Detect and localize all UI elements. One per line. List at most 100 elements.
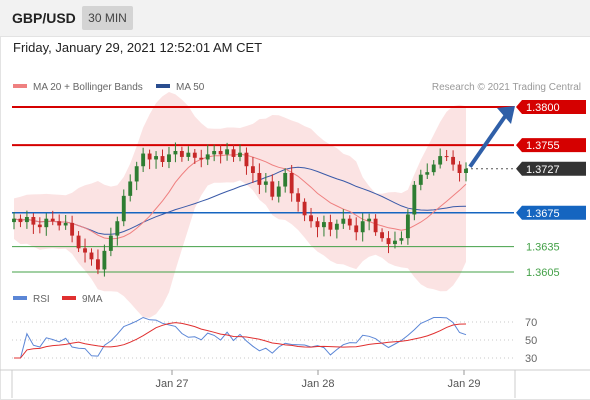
candle-body bbox=[328, 222, 333, 230]
candle-body bbox=[50, 218, 55, 222]
candle-body bbox=[57, 221, 62, 226]
candle-body bbox=[270, 181, 275, 197]
candle-body bbox=[418, 174, 423, 185]
candle-5 bbox=[44, 213, 49, 236]
candle-36 bbox=[244, 147, 249, 175]
candle-13 bbox=[96, 249, 100, 275]
candle-6 bbox=[50, 210, 55, 226]
candle-body bbox=[167, 154, 171, 162]
candle-body bbox=[296, 193, 301, 202]
candle-59 bbox=[393, 231, 397, 249]
candle-61 bbox=[405, 209, 410, 245]
x-tick-label-2: Jan 29 bbox=[447, 378, 480, 390]
candle-50 bbox=[334, 219, 339, 239]
candle-19 bbox=[134, 161, 139, 191]
candle-body bbox=[457, 164, 462, 173]
candle-body bbox=[464, 168, 468, 173]
level-label-1.3675: 1.3675 bbox=[526, 208, 560, 220]
projection-arrow bbox=[468, 106, 515, 168]
candle-body bbox=[128, 181, 133, 196]
timestamp: Friday, January 29, 2021 12:52:01 AM CET bbox=[13, 40, 263, 55]
candle-22 bbox=[154, 151, 158, 169]
candle-body bbox=[257, 173, 262, 185]
candle-body bbox=[309, 215, 313, 222]
legend: MA 20 + Bollinger Bands MA 50 Research ©… bbox=[13, 82, 581, 93]
candle-14 bbox=[102, 244, 107, 277]
rsi-ma-line bbox=[14, 322, 467, 359]
candle-body bbox=[96, 259, 100, 270]
candle-body bbox=[399, 238, 404, 241]
candle-11 bbox=[83, 238, 87, 263]
candle-43 bbox=[289, 164, 294, 202]
candle-body bbox=[121, 195, 126, 222]
candle-30 bbox=[205, 144, 210, 166]
candle-26 bbox=[179, 146, 184, 162]
candle-10 bbox=[76, 231, 81, 253]
candle-body bbox=[31, 217, 36, 225]
ma20-legend-swatch bbox=[13, 84, 27, 88]
candle-body bbox=[244, 152, 249, 167]
candle-body bbox=[451, 156, 456, 165]
candle-55 bbox=[367, 213, 372, 231]
candle-57 bbox=[380, 228, 384, 242]
candle-body bbox=[89, 252, 94, 260]
candle-body bbox=[405, 214, 410, 239]
candle-7 bbox=[57, 214, 62, 231]
candle-23 bbox=[160, 149, 165, 167]
candle-41 bbox=[276, 180, 281, 203]
candle-33 bbox=[225, 142, 230, 161]
candle-body bbox=[102, 250, 107, 270]
candle-35 bbox=[238, 144, 242, 162]
level-label-1.3635: 1.3635 bbox=[526, 242, 560, 254]
candle-56 bbox=[373, 214, 378, 236]
candle-42 bbox=[283, 168, 288, 193]
candle-body bbox=[186, 152, 191, 157]
candle-12 bbox=[89, 248, 94, 266]
candle-68 bbox=[451, 150, 456, 171]
candle-8 bbox=[63, 214, 68, 230]
candle-49 bbox=[328, 214, 333, 237]
interval-selector[interactable]: 30 MIN bbox=[82, 6, 133, 30]
candle-60 bbox=[399, 231, 404, 245]
candle-16 bbox=[115, 216, 120, 246]
candle-66 bbox=[438, 148, 443, 169]
candle-65 bbox=[431, 160, 436, 176]
candle-body bbox=[386, 238, 391, 245]
candle-body bbox=[276, 186, 281, 197]
x-tick-label-0: Jan 27 bbox=[155, 378, 188, 390]
candle-67 bbox=[444, 149, 449, 162]
candle-53 bbox=[354, 217, 359, 241]
candle-body bbox=[393, 240, 397, 245]
candle-1 bbox=[18, 214, 23, 228]
candle-25 bbox=[173, 142, 178, 163]
candle-body bbox=[12, 218, 16, 223]
candle-body bbox=[154, 156, 158, 160]
ma50-line bbox=[13, 166, 467, 235]
candle-body bbox=[367, 218, 372, 222]
time-axis: Jan 27 Jan 28 Jan 29 bbox=[0, 369, 590, 398]
rsi-panel: 70 50 30 bbox=[12, 316, 537, 365]
instrument-symbol: GBP/USD bbox=[12, 10, 76, 26]
rsi-ma-legend-label: 9MA bbox=[82, 294, 103, 305]
candle-body bbox=[70, 222, 75, 236]
candle-body bbox=[147, 153, 152, 160]
candle-9 bbox=[70, 215, 75, 243]
ma50-legend-swatch bbox=[156, 84, 170, 88]
candles bbox=[12, 142, 468, 277]
candle-body bbox=[24, 217, 29, 223]
candle-body bbox=[179, 151, 184, 157]
candle-body bbox=[18, 218, 23, 223]
candle-body bbox=[334, 223, 339, 230]
candle-40 bbox=[270, 174, 275, 201]
candle-70 bbox=[464, 162, 468, 182]
candle-body bbox=[438, 156, 443, 165]
candle-39 bbox=[263, 173, 268, 193]
candle-62 bbox=[412, 181, 417, 221]
rsi-tick-50: 50 bbox=[525, 335, 537, 347]
candle-body bbox=[263, 181, 268, 185]
candle-15 bbox=[108, 227, 113, 257]
candle-body bbox=[425, 172, 430, 175]
rsi-ma-legend-swatch bbox=[62, 296, 76, 300]
candle-51 bbox=[341, 209, 346, 229]
candle-body bbox=[360, 221, 365, 233]
